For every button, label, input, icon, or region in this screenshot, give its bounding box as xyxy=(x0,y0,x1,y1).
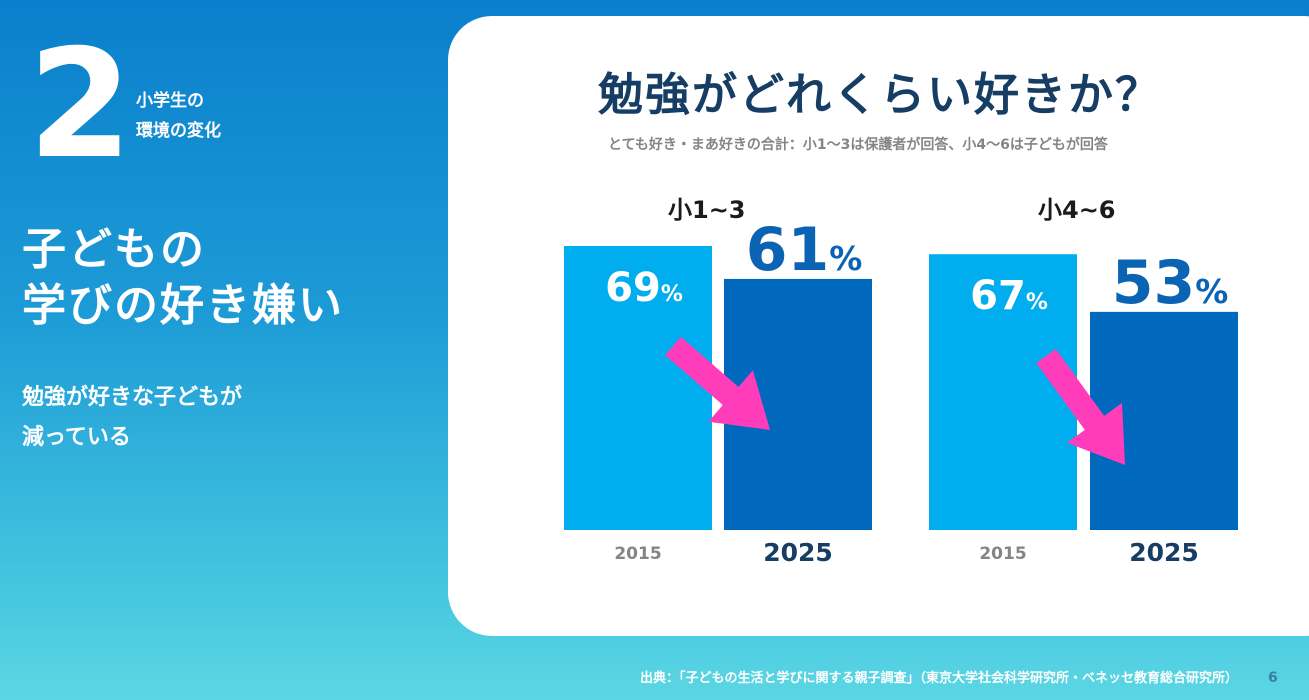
sub-title: 勉強が好きな子どもが 減っている xyxy=(22,378,242,458)
x-label-2025-group-1: 2025 xyxy=(763,538,833,567)
group-label-grade4-6: 小4~6 xyxy=(1038,196,1116,224)
decrease-arrow-group-2 xyxy=(1036,349,1125,465)
x-label-2015-group-1: 2015 xyxy=(614,544,661,564)
source-citation: 出典：「子どもの生活と学びに関する親子調査」（東京大学社会科学研究所・ベネッセ教… xyxy=(640,671,1239,686)
value-label-2025-group-2: 53% xyxy=(1112,248,1229,318)
section-number: 2 xyxy=(28,18,132,192)
main-title-line2: 学びの好き嫌い xyxy=(22,280,344,331)
main-title: 子どもの 学びの好き嫌い xyxy=(22,222,344,334)
x-label-2025-group-2: 2025 xyxy=(1129,538,1199,567)
chart-title: 勉強がどれくらい好きか？ xyxy=(598,68,1163,121)
section-label-line1: 小学生の xyxy=(136,91,204,111)
page-number: 6 xyxy=(1268,670,1278,686)
main-title-line1: 子どもの xyxy=(22,224,206,275)
sub-title-line1: 勉強が好きな子どもが xyxy=(22,385,243,410)
bar-2015-group-1 xyxy=(564,246,712,530)
chart-subtitle: とても好き・まあ好きの合計：小1〜3は保護者が回答、小4〜6は子どもが回答 xyxy=(608,137,1108,153)
decrease-arrow-group-1 xyxy=(665,336,770,430)
bar-2015-group-2 xyxy=(929,254,1077,531)
section-label-line2: 環境の変化 xyxy=(136,121,221,141)
x-label-2015-group-2: 2015 xyxy=(979,544,1026,564)
group-label-grade1-3: 小1~3 xyxy=(668,196,746,224)
section-label: 小学生の 環境の変化 xyxy=(136,86,221,146)
value-label-2025-group-1: 61% xyxy=(746,215,863,285)
sub-title-line2: 減っている xyxy=(22,425,131,450)
